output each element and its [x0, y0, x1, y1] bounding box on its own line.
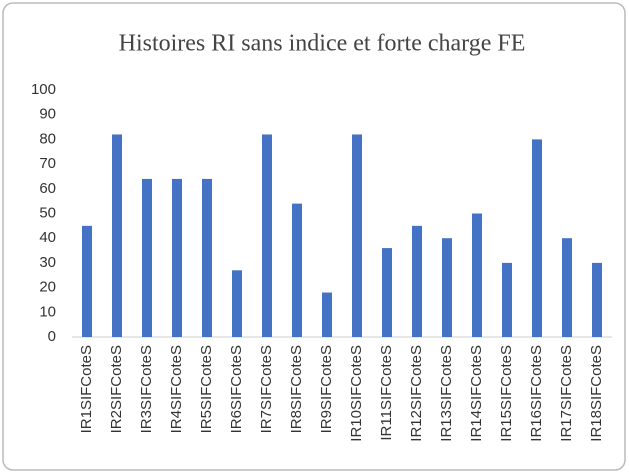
y-tick-label: 100 [31, 81, 56, 98]
x-tick-label: IR10SIFCoteS [348, 345, 365, 442]
y-tick-label: 10 [39, 303, 56, 320]
y-tick-label: 60 [39, 180, 56, 197]
bar [442, 238, 452, 337]
y-tick-label: 20 [39, 279, 56, 296]
y-tick-label: 40 [39, 229, 56, 246]
x-tick-label: IR1SIFCoteS [78, 345, 95, 433]
bar [502, 262, 512, 337]
bar [562, 238, 572, 337]
x-tick-label: IR9SIFCoteS [318, 345, 335, 433]
x-tick-label: IR5SIFCoteS [198, 345, 215, 433]
bar [382, 248, 392, 337]
bar [142, 178, 152, 337]
x-tick-label: IR8SIFCoteS [288, 345, 305, 433]
x-tick-label: IR13SIFCoteS [438, 345, 455, 442]
y-tick-label: 90 [39, 106, 56, 123]
x-tick-label: IR2SIFCoteS [108, 345, 125, 433]
bar [292, 203, 302, 337]
y-tick-label: 70 [39, 155, 56, 172]
y-tick-label: 30 [39, 254, 56, 271]
x-tick-label: IR14SIFCoteS [468, 345, 485, 442]
bar [172, 178, 182, 337]
x-tick-label: IR3SIFCoteS [138, 345, 155, 433]
x-tick-label: IR12SIFCoteS [408, 345, 425, 442]
bar [202, 178, 212, 337]
x-tick-label: IR15SIFCoteS [498, 345, 515, 442]
bar [352, 134, 362, 337]
x-tick-label: IR17SIFCoteS [558, 345, 575, 442]
x-tick-label: IR7SIFCoteS [258, 345, 275, 433]
x-tick-label: IR18SIFCoteS [588, 345, 605, 442]
x-tick-label: IR4SIFCoteS [168, 345, 185, 433]
bar [232, 270, 242, 337]
bar [262, 134, 272, 337]
bar [322, 292, 332, 337]
chart-title: Histoires RI sans indice et forte charge… [119, 31, 526, 57]
y-tick-label: 50 [39, 204, 56, 221]
bar [472, 213, 482, 337]
bar [532, 139, 542, 337]
x-tick-label: IR11SIFCoteS [378, 345, 395, 441]
y-tick-label: 0 [48, 328, 56, 345]
bar [592, 262, 602, 337]
x-tick-label: IR16SIFCoteS [528, 345, 545, 442]
y-tick-label: 80 [39, 130, 56, 147]
bar [112, 134, 122, 337]
x-tick-label: IR6SIFCoteS [228, 345, 245, 433]
bar [412, 225, 422, 337]
bar [82, 225, 92, 337]
